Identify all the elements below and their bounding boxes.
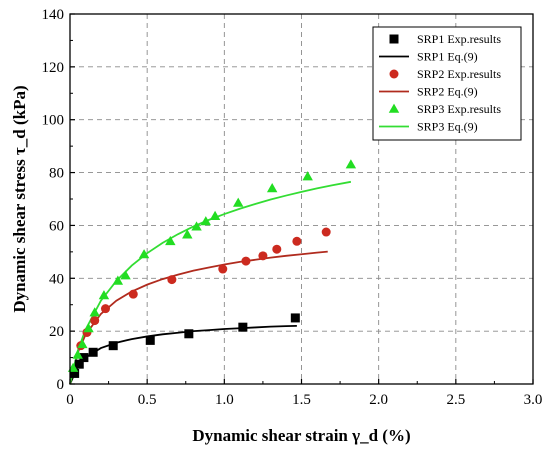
data-point: [88, 347, 98, 357]
data-point: [241, 256, 251, 266]
legend: SRP1 Exp.results SRP1 Eq.(9) SRP2 Exp.resu…: [372, 26, 522, 141]
data-point: [191, 221, 202, 231]
grid-lines: [70, 14, 533, 384]
data-point: [266, 183, 278, 193]
data-point: [200, 216, 212, 226]
data-point: [258, 251, 268, 261]
y-tick-label: 20: [49, 324, 64, 340]
y-tick-label: 120: [42, 60, 65, 76]
legend-swatch: [389, 69, 399, 79]
series-5: [67, 159, 357, 372]
data-point: [74, 359, 84, 369]
legend-swatch: [388, 103, 400, 113]
data-point: [218, 264, 228, 274]
data-point: [167, 275, 177, 285]
y-tick-label: 80: [49, 166, 64, 182]
data-point: [145, 335, 155, 345]
legend-item: SRP1 Exp.results: [389, 32, 501, 46]
legend-label: SRP3 Eq.(9): [417, 120, 478, 134]
data-point: [128, 289, 138, 299]
data-point: [321, 227, 331, 237]
data-point: [182, 229, 193, 239]
x-tick-label: 0: [66, 392, 74, 408]
legend-label: SRP2 Exp.results: [417, 67, 501, 81]
series-line: [69, 180, 352, 385]
data-point: [79, 353, 89, 363]
data-point: [89, 307, 100, 317]
data-point: [272, 244, 282, 254]
legend-item: SRP2 Exp.results: [389, 67, 501, 81]
legend-label: SRP1 Exp.results: [417, 32, 501, 46]
data-point: [302, 171, 313, 181]
legend-label: SRP3 Exp.results: [417, 102, 501, 116]
series-6: [69, 180, 352, 385]
data-point: [90, 316, 100, 326]
y-axis-title: Dynamic shear stress τ_d (kPa): [10, 85, 29, 312]
legend-label: SRP1 Eq.(9): [417, 50, 478, 64]
x-tick-label: 2.0: [369, 392, 388, 408]
legend-item: SRP2 Eq.(9): [379, 85, 478, 99]
y-tick-label: 0: [57, 377, 65, 393]
legend-label: SRP2 Eq.(9): [417, 85, 478, 99]
data-point: [112, 275, 124, 285]
y-tick-label: 100: [42, 113, 65, 129]
data-point: [120, 270, 131, 280]
series-line: [69, 250, 328, 385]
data-point: [72, 349, 83, 359]
x-tick-label: 3.0: [524, 392, 543, 408]
series-2: [69, 324, 297, 385]
series-1: [70, 313, 300, 378]
data-point: [209, 210, 221, 220]
data-point: [292, 236, 302, 246]
axis-ticks: [69, 13, 534, 385]
legend-item: SRP3 Exp.results: [388, 102, 501, 116]
legend-item: SRP1 Eq.(9): [379, 50, 478, 64]
x-tick-label: 0.5: [138, 392, 157, 408]
tick-labels: 0 0.5 1.0 1.5 2.0 2.5 3.0 0 20 40 60 80 100 120 140: [42, 7, 543, 408]
data-point: [184, 329, 194, 339]
data-point: [138, 249, 150, 259]
data-point: [165, 235, 176, 246]
data-point: [108, 341, 118, 351]
data-point: [290, 313, 300, 323]
data-point: [98, 290, 110, 300]
series-layer: [67, 159, 357, 385]
y-tick-label: 40: [49, 271, 64, 287]
data-point: [77, 338, 88, 349]
x-axis-title: Dynamic shear strain γ_d (%): [192, 426, 410, 445]
data-point: [100, 304, 110, 314]
data-point: [238, 322, 248, 332]
series-line: [69, 324, 297, 385]
legend-box: [372, 26, 522, 141]
data-point: [70, 368, 80, 378]
y-tick-label: 60: [49, 218, 64, 234]
legend-swatch: [389, 34, 399, 44]
data-point: [345, 159, 357, 169]
data-point: [233, 197, 244, 207]
y-tick-label: 140: [42, 7, 65, 23]
series-3: [76, 227, 331, 351]
legend-item: SRP3 Eq.(9): [379, 120, 478, 134]
x-tick-label: 2.5: [446, 392, 465, 408]
x-tick-label: 1.5: [292, 392, 311, 408]
x-tick-label: 1.0: [215, 392, 234, 408]
data-point: [83, 323, 94, 333]
series-4: [69, 250, 328, 385]
